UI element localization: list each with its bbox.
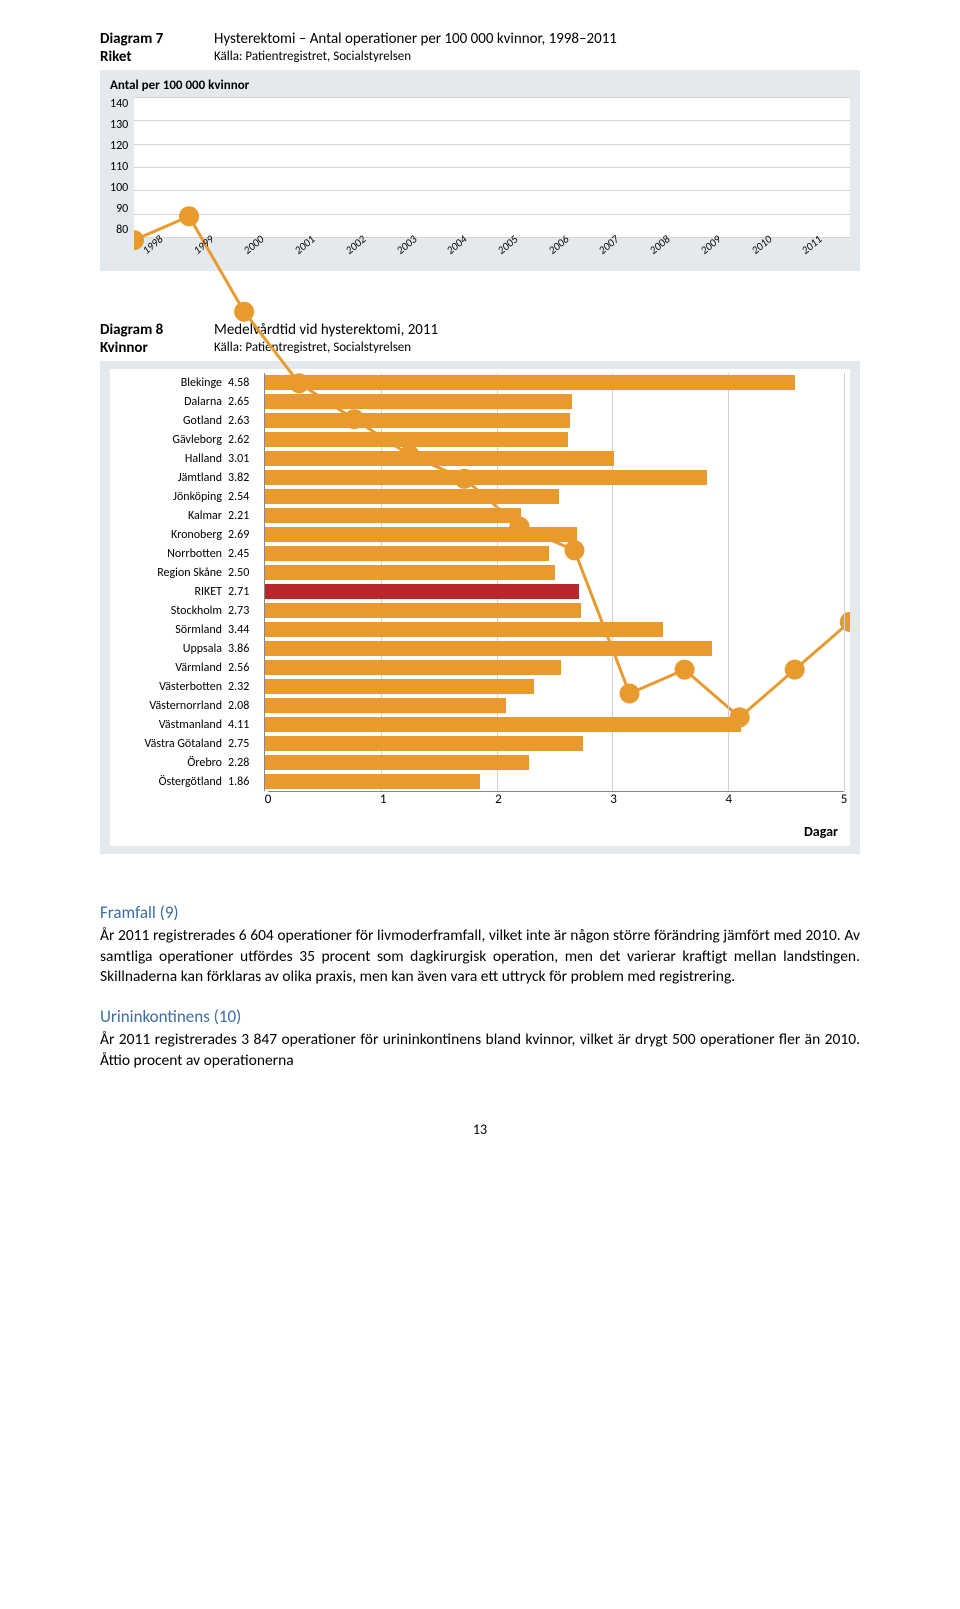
bar-fill	[265, 432, 568, 447]
bar-track	[264, 715, 844, 734]
heading-urin: Urininkontinens (10)	[100, 1006, 860, 1028]
diagram7-titlecol: Hysterektomi – Antal operationer per 100…	[214, 30, 860, 66]
diagram7-labelcol: Diagram 7 Riket	[100, 30, 190, 66]
ytick: 130	[110, 118, 128, 132]
xtick: 2	[495, 792, 502, 807]
xtick: 1	[380, 792, 387, 807]
bar-fill	[265, 508, 521, 523]
bar-track	[264, 582, 844, 601]
para-framfall: År 2011 registrerades 6 604 operationer …	[100, 926, 860, 987]
bar-fill	[265, 394, 572, 409]
bar-track	[264, 487, 844, 506]
bar-fill	[265, 622, 663, 637]
bar-fill	[265, 375, 795, 390]
ytick: 80	[110, 223, 128, 237]
bar-track	[264, 411, 844, 430]
bar-track	[264, 525, 844, 544]
diagram8-xaxis: 012345	[268, 791, 844, 811]
diagram7-plot	[134, 97, 850, 237]
bar-track	[264, 639, 844, 658]
bar-fill	[265, 698, 506, 713]
xtick: 0	[265, 792, 272, 807]
bar-track	[264, 430, 844, 449]
diagram7-sublabel: Riket	[100, 48, 190, 66]
bar-fill	[265, 679, 534, 694]
bar-track	[264, 544, 844, 563]
bar-fill	[265, 413, 570, 428]
bar-fill	[265, 736, 583, 751]
heading-framfall: Framfall (9)	[100, 902, 860, 924]
bar-fill	[265, 584, 579, 599]
bar-track	[264, 563, 844, 582]
ytick: 140	[110, 97, 128, 111]
bar-fill	[265, 565, 555, 580]
body-text: Framfall (9) År 2011 registrerades 6 604…	[100, 902, 860, 1071]
xtick: 4	[726, 792, 733, 807]
bar-fill	[265, 660, 561, 675]
bar-track	[264, 620, 844, 639]
ytick: 110	[110, 160, 128, 174]
para-urin: År 2011 registrerades 3 847 operationer …	[100, 1030, 860, 1071]
diagram7-label: Diagram 7	[100, 30, 190, 48]
ytick: 90	[110, 202, 128, 216]
bar-fill	[265, 470, 707, 485]
bar-track	[264, 658, 844, 677]
diagram7-yaxis: 140 130 120 110 100 90 80	[110, 97, 134, 237]
diagram7-header: Diagram 7 Riket Hysterektomi – Antal ope…	[100, 30, 860, 66]
bar-track	[264, 696, 844, 715]
bar-track	[264, 753, 844, 772]
ytick: 120	[110, 139, 128, 153]
page-number: 13	[100, 1121, 860, 1138]
bar-fill	[265, 755, 529, 770]
bar-track	[264, 506, 844, 525]
xtick: 3	[610, 792, 617, 807]
bar-fill	[265, 603, 581, 618]
xtick: 5	[841, 792, 848, 807]
bar-track	[264, 392, 844, 411]
diagram7-source: Källa: Patientregistret, Socialstyrelsen	[214, 49, 860, 64]
bar-track	[264, 734, 844, 753]
bar-fill	[265, 717, 741, 732]
bar-fill	[265, 641, 712, 656]
bar-fill	[265, 489, 559, 504]
diagram7-panel: Antal per 100 000 kvinnor 140 130 120 110 10…	[100, 70, 860, 271]
bar-fill	[265, 774, 480, 789]
bar-track	[264, 373, 844, 392]
bar-track	[264, 468, 844, 487]
bar-fill	[265, 527, 577, 542]
bar-track	[264, 772, 844, 791]
bar-track	[264, 449, 844, 468]
bar-fill	[265, 546, 549, 561]
bar-track	[264, 677, 844, 696]
bar-fill	[265, 451, 614, 466]
diagram8-xlabel: Dagar	[116, 823, 838, 840]
diagram7-title: Hysterektomi – Antal operationer per 100…	[214, 30, 860, 48]
ytick: 100	[110, 181, 128, 195]
diagram7-ylabel: Antal per 100 000 kvinnor	[110, 78, 850, 93]
bar-track	[264, 601, 844, 620]
